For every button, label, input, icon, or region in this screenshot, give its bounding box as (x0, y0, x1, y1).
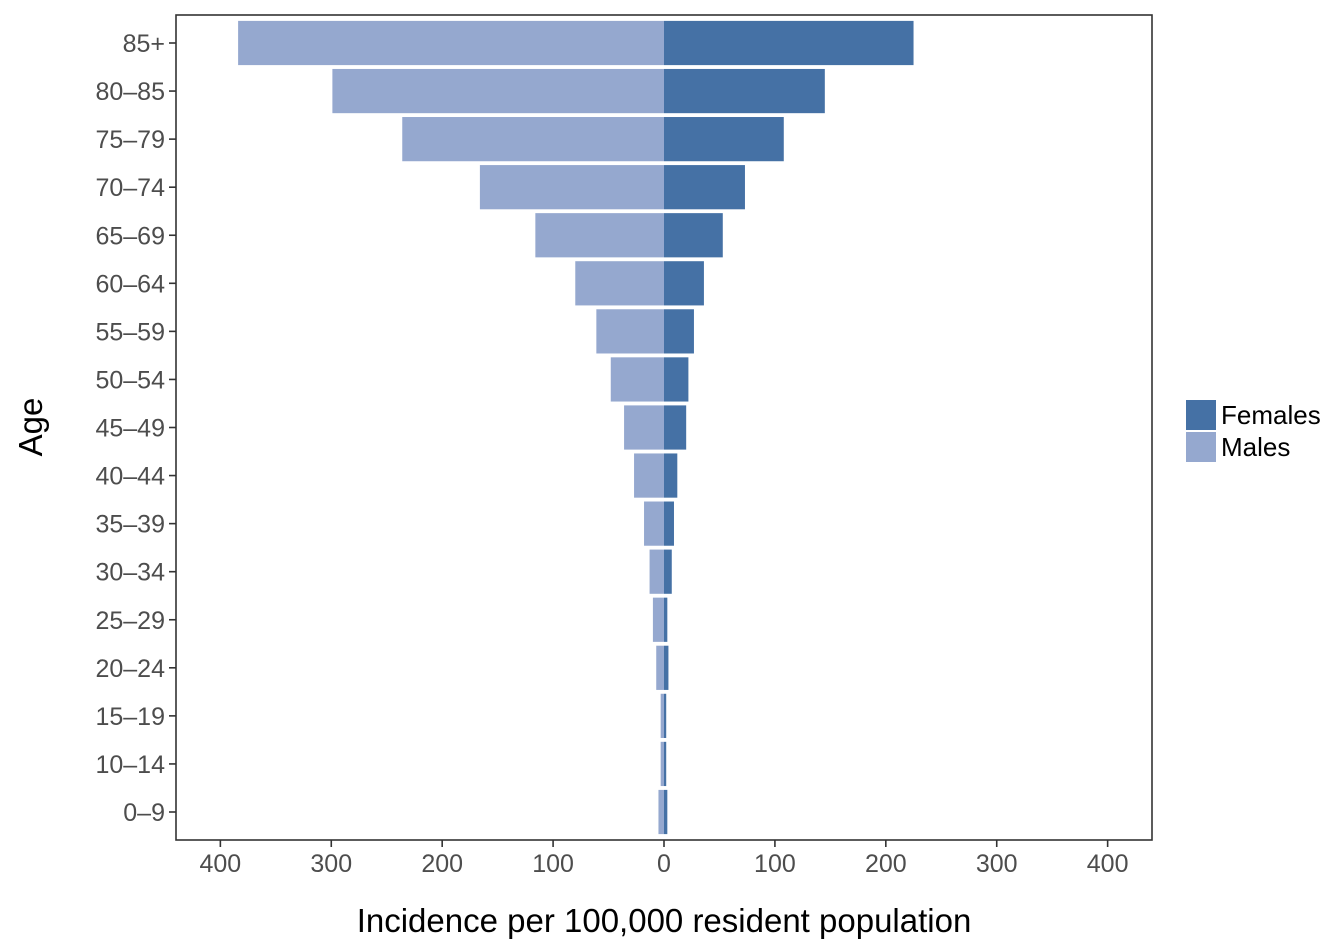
bar-males-15 (332, 68, 664, 114)
bar-females-11 (664, 261, 704, 306)
y-tick-label: 70–74 (95, 174, 165, 202)
legend-label-females: Females (1221, 400, 1321, 430)
y-tick-label: 0–9 (123, 799, 165, 827)
x-tick-label: 400 (200, 850, 242, 878)
bar-females-16 (664, 20, 914, 66)
bar-males-9 (610, 357, 664, 402)
y-tick-label: 80–85 (95, 78, 165, 106)
y-tick-label: 30–34 (95, 559, 165, 587)
bar-females-10 (664, 309, 694, 354)
y-tick-label: 65–69 (95, 222, 165, 250)
bar-females-2 (664, 693, 667, 738)
y-tick-label: 40–44 (95, 463, 165, 491)
bar-females-1 (664, 741, 667, 787)
x-tick-label: 100 (532, 850, 574, 878)
bar-females-7 (664, 453, 678, 498)
bar-males-2 (660, 693, 664, 738)
y-tick-label: 60–64 (95, 270, 165, 298)
bar-males-3 (656, 645, 664, 690)
y-tick-label: 20–24 (95, 655, 165, 683)
bar-females-0 (664, 789, 668, 835)
bar-males-6 (644, 501, 664, 546)
x-tick-label: 200 (421, 850, 463, 878)
bar-males-14 (402, 117, 664, 162)
y-tick-label: 45–49 (95, 415, 165, 443)
bar-males-10 (596, 309, 664, 354)
bar-males-11 (575, 261, 664, 306)
bar-females-13 (664, 165, 745, 210)
bar-females-14 (664, 117, 784, 162)
bar-males-4 (652, 597, 664, 642)
x-tick-label: 0 (657, 850, 671, 878)
y-tick-label: 15–19 (95, 703, 165, 731)
bar-females-6 (664, 501, 674, 546)
bar-males-5 (649, 549, 664, 594)
bar-females-4 (664, 597, 668, 642)
x-tick-label: 400 (1087, 850, 1129, 878)
y-tick-label: 10–14 (95, 751, 165, 779)
x-axis: 400 300 200 100 0 100 200 300 400 (200, 840, 1129, 878)
y-axis: 0–9 10–14 15–19 20–24 25–29 30–34 35–39 40–44 45… (95, 30, 176, 827)
bar-males-13 (479, 165, 664, 210)
x-axis-title: Incidence per 100,000 resident populatio… (357, 902, 972, 939)
x-tick-label: 200 (865, 850, 907, 878)
x-tick-label: 300 (310, 850, 352, 878)
x-tick-label: 100 (754, 850, 796, 878)
bar-females-3 (664, 645, 669, 690)
y-tick-label: 75–79 (95, 126, 165, 154)
bar-males-1 (660, 741, 664, 787)
y-tick-label: 50–54 (95, 366, 165, 394)
y-axis-title: Age (12, 398, 49, 457)
bar-females-12 (664, 213, 723, 258)
bar-males-12 (535, 213, 664, 258)
bar-females-5 (664, 549, 672, 594)
bar-females-9 (664, 357, 689, 402)
bar-males-8 (624, 405, 664, 450)
legend-swatch-males (1186, 432, 1216, 462)
y-tick-label: 25–29 (95, 607, 165, 635)
bar-males-0 (658, 789, 664, 835)
bars-layer (238, 20, 914, 835)
legend-swatch-females (1186, 400, 1216, 430)
y-tick-label: 85+ (123, 30, 165, 58)
y-tick-label: 35–39 (95, 511, 165, 539)
bar-males-7 (634, 453, 664, 498)
x-tick-label: 300 (976, 850, 1018, 878)
y-tick-label: 55–59 (95, 318, 165, 346)
bar-males-16 (238, 20, 665, 66)
legend-label-males: Males (1221, 432, 1290, 462)
bar-females-15 (664, 68, 825, 114)
bar-females-8 (664, 405, 687, 450)
